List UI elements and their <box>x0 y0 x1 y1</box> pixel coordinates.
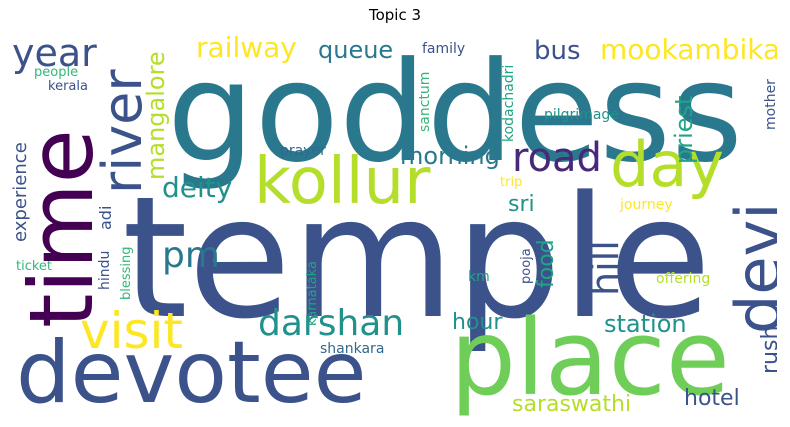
word-kollur: kollur <box>254 145 431 219</box>
word-devotee: devotee <box>16 323 367 419</box>
word-rush: rush <box>758 325 777 374</box>
word-sanctum: sanctum <box>417 71 433 132</box>
word-offering: offering <box>656 271 711 287</box>
word-hour: hour <box>452 310 503 335</box>
word-experience: experience <box>12 142 31 242</box>
word-year: year <box>12 34 97 75</box>
word-kerala: kerala <box>48 79 88 94</box>
word-darshan: darshan <box>258 303 405 344</box>
word-shankara: shankara <box>320 341 385 357</box>
word-pilgrimage: pilgrimage <box>544 107 619 123</box>
word-bus: bus <box>534 36 581 66</box>
word-blessing: blessing <box>119 246 134 300</box>
word-mookambika: mookambika <box>600 34 777 66</box>
word-saraswathi: saraswathi <box>512 392 632 417</box>
word-food: food <box>534 239 559 288</box>
word-family: family <box>422 41 466 57</box>
word-adi: adi <box>96 205 115 230</box>
chart-title: Topic 3 <box>368 6 422 24</box>
word-km: km <box>468 269 490 285</box>
word-karnataka: karnataka <box>305 261 320 326</box>
word-kodachadri: kodachadri <box>501 64 517 142</box>
word-cloud: temple goddess place devotee kollur day … <box>12 34 777 419</box>
word-morning: morning <box>400 142 500 170</box>
word-visit: visit <box>80 302 184 360</box>
word-hill: hill <box>583 240 627 296</box>
word-ticket: ticket <box>16 259 53 274</box>
word-devi: devi <box>722 202 777 334</box>
word-deity: deity <box>162 171 233 204</box>
word-prayer: prayer <box>280 143 326 159</box>
word-hindu: hindu <box>97 250 113 290</box>
word-sri: sri <box>508 192 535 217</box>
word-temple: temple <box>122 160 712 356</box>
word-place: place <box>450 297 730 419</box>
word-road: road <box>512 135 602 181</box>
word-goddess: goddess <box>167 34 743 193</box>
word-mother: mother <box>763 79 777 130</box>
word-queue: queue <box>318 36 394 64</box>
word-priest: priest <box>670 95 698 164</box>
word-hotel: hotel <box>684 386 740 411</box>
word-people: people <box>34 65 79 80</box>
word-pooja: pooja <box>519 248 534 284</box>
word-station: station <box>604 310 687 338</box>
word-pm: pm <box>162 235 220 276</box>
word-trip: trip <box>500 175 523 190</box>
word-journey: journey <box>620 197 673 213</box>
word-day: day <box>610 128 725 201</box>
word-railway: railway <box>196 34 297 64</box>
word-mangalore: mangalore <box>142 51 170 180</box>
